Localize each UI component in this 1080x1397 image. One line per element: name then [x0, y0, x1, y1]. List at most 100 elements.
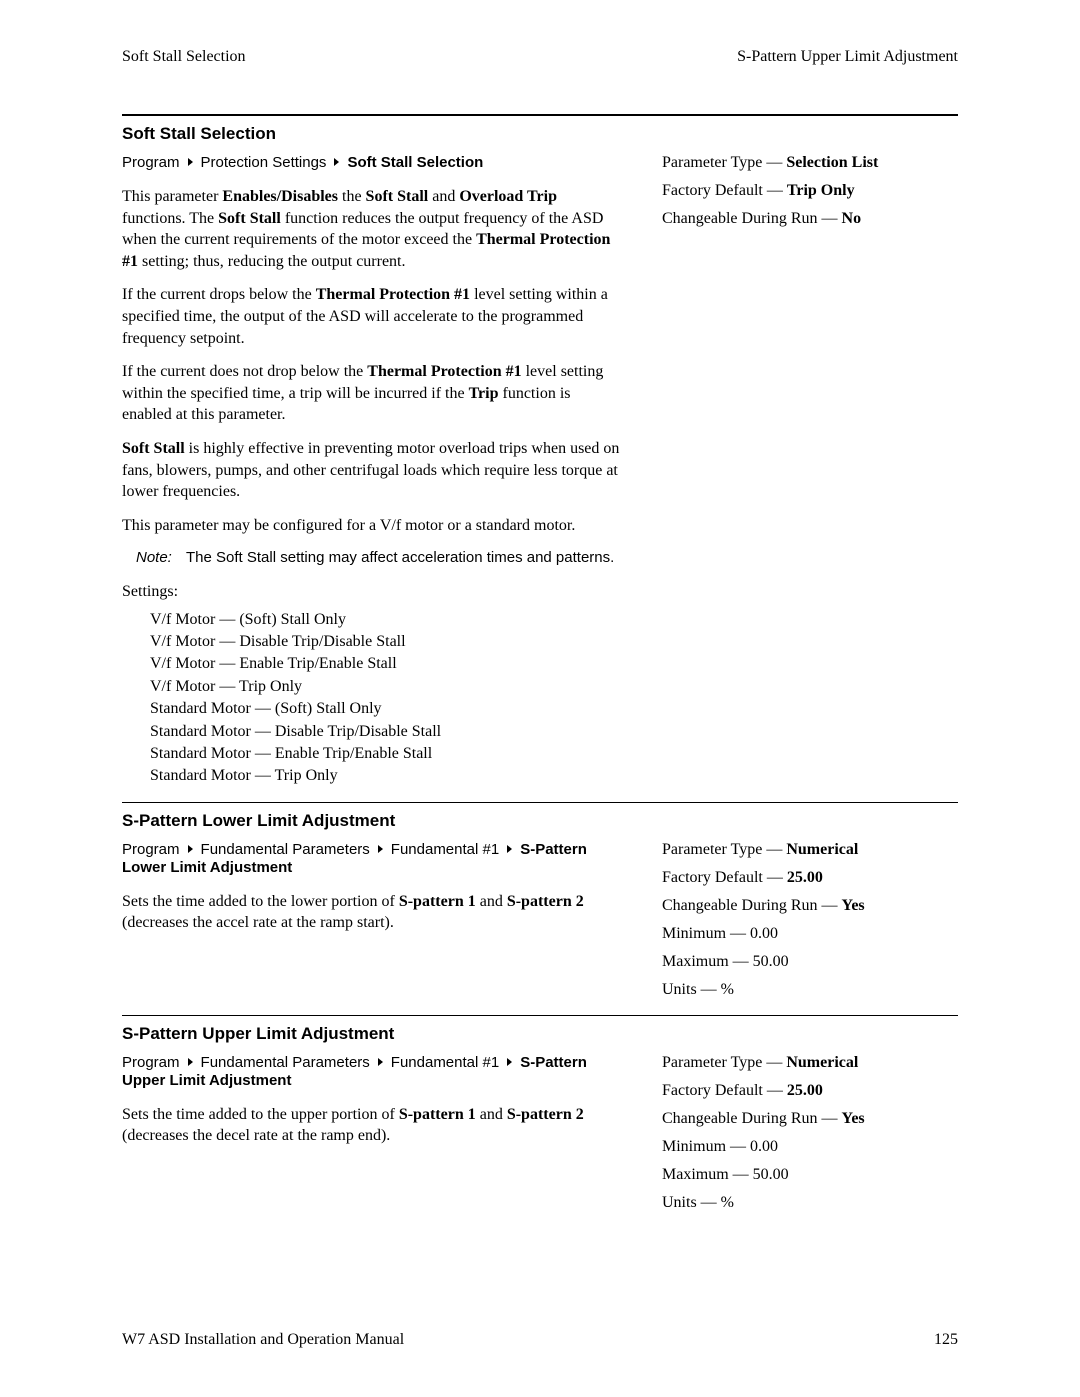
header-right: S-Pattern Upper Limit Adjustment: [737, 48, 958, 66]
meta-max: Maximum — 50.00: [662, 953, 958, 971]
meta-label: Parameter Type —: [662, 841, 786, 858]
softstall-para-5: This parameter may be configured for a V…: [122, 515, 622, 537]
meta-units: Units — %: [662, 981, 958, 999]
setting-item: Standard Motor — (Soft) Stall Only: [150, 698, 622, 720]
meta-type: Parameter Type — Numerical: [662, 841, 958, 859]
meta-max: Maximum — 50.00: [662, 1166, 958, 1184]
section-title-lower: S-Pattern Lower Limit Adjustment: [122, 811, 958, 831]
breadcrumb-part: Program: [122, 1054, 180, 1071]
page: Soft Stall Selection S-Pattern Upper Lim…: [0, 0, 1080, 1270]
meta-label: Maximum —: [662, 1166, 753, 1183]
meta-label: Factory Default —: [662, 182, 787, 199]
lower-breadcrumb: Program Fundamental Parameters Fundament…: [122, 841, 622, 877]
softstall-columns: Program Protection Settings Soft Stall S…: [122, 154, 958, 796]
meta-value: 25.00: [787, 1082, 823, 1099]
text: Sets the time added to the lower portion…: [122, 893, 399, 910]
meta-min: Minimum — 0.00: [662, 1138, 958, 1156]
meta-type: Parameter Type — Numerical: [662, 1054, 958, 1072]
meta-value: %: [721, 1194, 734, 1211]
text-bold: Soft Stall: [218, 210, 281, 227]
note-body: The Soft Stall setting may affect accele…: [186, 548, 622, 568]
meta-label: Changeable During Run —: [662, 1110, 842, 1127]
softstall-para-4: Soft Stall is highly effective in preven…: [122, 438, 622, 503]
text-bold: Soft Stall: [366, 188, 429, 205]
setting-item: V/f Motor — Enable Trip/Enable Stall: [150, 653, 622, 675]
meta-change: Changeable During Run — No: [662, 210, 958, 228]
setting-item: Standard Motor — Disable Trip/Disable St…: [150, 721, 622, 743]
meta-value: 25.00: [787, 869, 823, 886]
meta-default: Factory Default — 25.00: [662, 1082, 958, 1100]
softstall-breadcrumb: Program Protection Settings Soft Stall S…: [122, 154, 622, 172]
text: the: [338, 188, 366, 205]
upper-para: Sets the time added to the upper portion…: [122, 1104, 622, 1147]
section-rule: [122, 114, 958, 116]
meta-value: %: [721, 981, 734, 998]
upper-right: Parameter Type — Numerical Factory Defau…: [662, 1054, 958, 1222]
breadcrumb-part: Program: [122, 841, 180, 858]
settings-label: Settings:: [122, 583, 622, 601]
chevron-right-icon: [188, 158, 193, 166]
text: setting may affect acceleration times an…: [280, 549, 614, 566]
text-bold: S-pattern 2: [507, 893, 584, 910]
softstall-left: Program Protection Settings Soft Stall S…: [122, 154, 622, 796]
meta-value: 0.00: [750, 1138, 778, 1155]
meta-type: Parameter Type — Selection List: [662, 154, 958, 172]
meta-change: Changeable During Run — Yes: [662, 897, 958, 915]
lower-para: Sets the time added to the lower portion…: [122, 891, 622, 934]
softstall-para-2: If the current drops below the Thermal P…: [122, 284, 622, 349]
text: and: [476, 1106, 507, 1123]
chevron-right-icon: [188, 845, 193, 853]
breadcrumb-part: Protection Settings: [201, 154, 327, 171]
text-bold: Thermal Protection #1: [316, 286, 470, 303]
meta-value: Yes: [842, 897, 865, 914]
text-bold: Trip: [469, 385, 499, 402]
breadcrumb-part: Fundamental Parameters: [201, 1054, 370, 1071]
text-bold: S-pattern 1: [399, 1106, 476, 1123]
setting-item: V/f Motor — Disable Trip/Disable Stall: [150, 631, 622, 653]
meta-label: Factory Default —: [662, 869, 787, 886]
text: If the current does not drop below the: [122, 363, 367, 380]
meta-label: Maximum —: [662, 953, 753, 970]
section-rule: [122, 1015, 958, 1016]
meta-value: 50.00: [753, 1166, 789, 1183]
text-bold: Overload Trip: [459, 188, 557, 205]
breadcrumb-part: Fundamental Parameters: [201, 841, 370, 858]
chevron-right-icon: [507, 845, 512, 853]
text: If the current drops below the: [122, 286, 316, 303]
softstall-para-1: This parameter Enables/Disables the Soft…: [122, 186, 622, 272]
meta-units: Units — %: [662, 1194, 958, 1212]
text-bold: Enables/Disables: [222, 188, 338, 205]
chevron-right-icon: [378, 845, 383, 853]
meta-label: Parameter Type —: [662, 154, 786, 171]
meta-min: Minimum — 0.00: [662, 925, 958, 943]
meta-value: No: [842, 210, 862, 227]
meta-default: Factory Default — 25.00: [662, 869, 958, 887]
text: This parameter: [122, 188, 222, 205]
meta-label: Units —: [662, 981, 721, 998]
meta-change: Changeable During Run — Yes: [662, 1110, 958, 1128]
breadcrumb-part: Soft Stall Selection: [347, 154, 483, 171]
meta-value: 0.00: [750, 925, 778, 942]
meta-label: Parameter Type —: [662, 1054, 786, 1071]
softstall-right: Parameter Type — Selection List Factory …: [662, 154, 958, 796]
meta-label: Changeable During Run —: [662, 210, 842, 227]
text: is highly effective in preventing motor …: [122, 440, 619, 500]
lower-left: Program Fundamental Parameters Fundament…: [122, 841, 622, 1009]
chevron-right-icon: [378, 1058, 383, 1066]
chevron-right-icon: [507, 1058, 512, 1066]
meta-value: Numerical: [786, 1054, 858, 1071]
meta-label: Factory Default —: [662, 1082, 787, 1099]
setting-item: V/f Motor — Trip Only: [150, 676, 622, 698]
text: (decreases the decel rate at the ramp en…: [122, 1127, 390, 1144]
breadcrumb-part: Fundamental #1: [391, 1054, 499, 1071]
note-label: Note:: [136, 548, 186, 568]
softstall-para-3: If the current does not drop below the T…: [122, 361, 622, 426]
text: (decreases the accel rate at the ramp st…: [122, 914, 394, 931]
section-rule: [122, 802, 958, 803]
setting-item: V/f Motor — (Soft) Stall Only: [150, 609, 622, 631]
section-title-softstall: Soft Stall Selection: [122, 124, 958, 144]
breadcrumb-part: Fundamental #1: [391, 841, 499, 858]
text-bold: S-pattern 1: [399, 893, 476, 910]
meta-default: Factory Default — Trip Only: [662, 182, 958, 200]
meta-label: Changeable During Run —: [662, 897, 842, 914]
